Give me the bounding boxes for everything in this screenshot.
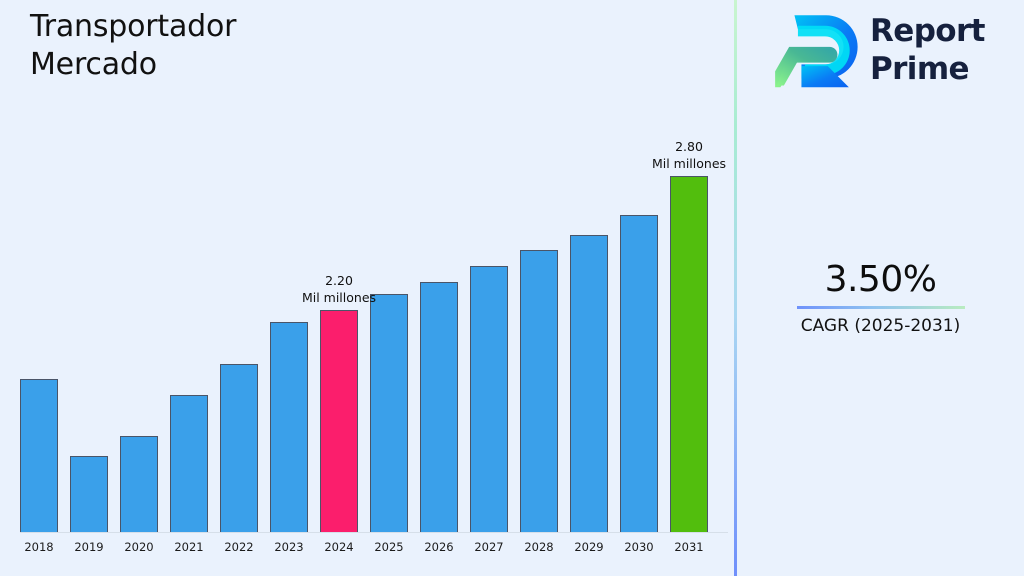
bar-2029 — [570, 235, 608, 532]
x-tick-label-2019: 2019 — [74, 540, 104, 554]
report-prime-logo-mark-icon — [775, 10, 863, 96]
cagr-caption: CAGR (2025-2031) — [800, 316, 961, 336]
bar-2019 — [70, 456, 108, 532]
bar-2030 — [620, 215, 658, 532]
bar-2024 — [320, 310, 358, 532]
cagr-value: 3.50% — [824, 259, 937, 300]
bar-2023 — [270, 322, 308, 532]
chart-panel: Transportador Mercado 2018 2019 2020 2021 20… — [20, 9, 728, 554]
x-tick-label-2023: 2023 — [274, 540, 304, 554]
bar-annotation-2031: 2.80 Mil millones — [651, 139, 727, 171]
x-tick-label-2021: 2021 — [174, 540, 204, 554]
bar-2022 — [220, 364, 258, 532]
bar-2018 — [20, 379, 58, 532]
brand-panel: Report Prime 3.50% CAGR (2025-2031) — [737, 0, 1024, 576]
x-tick-label-2026: 2026 — [424, 540, 454, 554]
cagr-divider-rule — [796, 306, 965, 309]
x-tick-label-2028: 2028 — [524, 540, 554, 554]
bar-2027 — [470, 266, 508, 532]
bar-2020 — [120, 436, 158, 532]
bar-annotation-2024: 2.20 Mil millones — [301, 273, 377, 305]
x-tick-label-2025: 2025 — [374, 540, 404, 554]
bar-2031 — [670, 176, 708, 532]
bar-chart-plot: 2018 2019 2020 2021 2022 2023 2024 2025 2026 2027… — [20, 139, 728, 554]
x-tick-label-2024: 2024 — [324, 540, 354, 554]
x-tick-label-2018: 2018 — [24, 540, 54, 554]
panel-divider — [734, 0, 737, 576]
x-tick-label-2031: 2031 — [674, 540, 704, 554]
x-tick-label-2029: 2029 — [574, 540, 604, 554]
x-tick-label-2020: 2020 — [124, 540, 154, 554]
bar-2025 — [370, 294, 408, 532]
logo-wordmark: Report Prime — [870, 13, 985, 87]
bar-2028 — [520, 250, 558, 532]
bar-2026 — [420, 282, 458, 532]
chart-title: Transportador Mercado — [30, 9, 237, 82]
x-tick-label-2027: 2027 — [474, 540, 504, 554]
x-tick-label-2030: 2030 — [624, 540, 654, 554]
cagr-block: 3.50% CAGR (2025-2031) — [737, 258, 1024, 337]
report-prime-logo: Report Prime — [775, 10, 1007, 96]
bar-2021 — [170, 395, 208, 532]
x-tick-label-2022: 2022 — [224, 540, 254, 554]
x-axis-line — [20, 532, 728, 533]
